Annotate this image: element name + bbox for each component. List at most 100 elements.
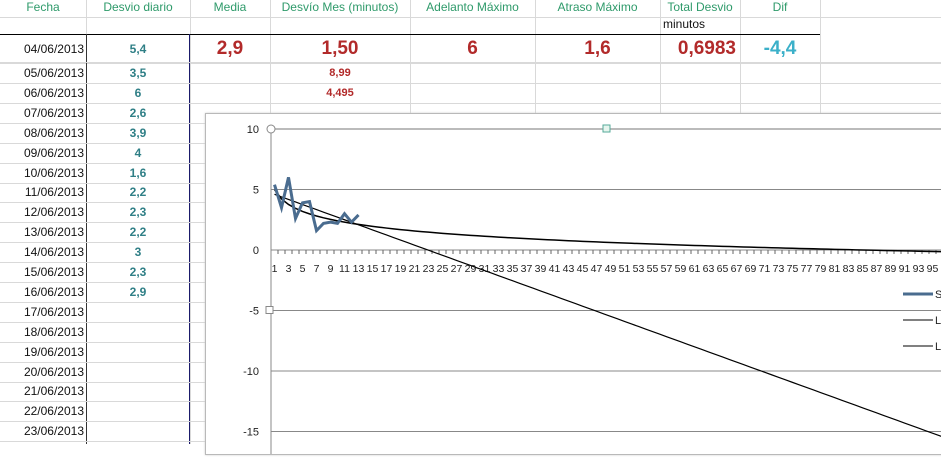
date-cell[interactable]: 17/06/2013 xyxy=(0,302,84,322)
total-value[interactable]: 0,6983 xyxy=(660,36,740,62)
adelanto-value[interactable]: 6 xyxy=(410,36,535,62)
desvio-cell[interactable]: 2,3 xyxy=(86,202,190,222)
desvio-cell[interactable]: 2,6 xyxy=(86,103,190,123)
desvio-cell[interactable]: 4 xyxy=(86,143,190,163)
y-tick-label: -15 xyxy=(243,427,259,439)
x-tick-label: 35 xyxy=(507,263,519,275)
date-cell[interactable]: 18/06/2013 xyxy=(0,322,84,342)
desvio-cell[interactable]: 3,9 xyxy=(86,123,190,143)
desvio-cell[interactable] xyxy=(86,362,190,382)
x-tick-label: 93 xyxy=(913,263,925,275)
header-media[interactable]: Media xyxy=(190,0,270,17)
x-tick-label: 47 xyxy=(591,263,603,275)
desvio-cell[interactable]: 6 xyxy=(86,83,190,103)
header-border xyxy=(0,34,820,35)
x-tick-label: 13 xyxy=(353,263,365,275)
y-tick-label: -5 xyxy=(249,306,259,318)
log-trendline xyxy=(275,190,941,253)
x-tick-label: 85 xyxy=(857,263,869,275)
desvio-mes-value[interactable]: 1,50 xyxy=(270,36,410,62)
x-tick-label: 69 xyxy=(745,263,757,275)
x-tick-label: 95 xyxy=(927,263,939,275)
desvio-cell[interactable] xyxy=(86,322,190,342)
date-cell[interactable]: 16/06/2013 xyxy=(0,282,84,302)
x-tick-label: 21 xyxy=(409,263,421,275)
date-cell[interactable]: 10/06/2013 xyxy=(0,163,84,183)
x-tick-label: 7 xyxy=(314,263,320,275)
x-tick-label: 33 xyxy=(493,263,505,275)
date-cell[interactable]: 07/06/2013 xyxy=(0,103,84,123)
desvio-cell[interactable]: 2,2 xyxy=(86,182,190,202)
desvio-cell[interactable]: 3 xyxy=(86,242,190,262)
x-tick-label: 25 xyxy=(437,263,449,275)
x-tick-label: 75 xyxy=(787,263,799,275)
x-tick-label: 19 xyxy=(395,263,407,275)
legend-label: Li xyxy=(935,315,941,327)
header-atraso[interactable]: Atraso Máximo xyxy=(535,0,660,17)
header-desvio-mes[interactable]: Desvío Mes (minutos) xyxy=(270,0,410,17)
desvio-cell[interactable] xyxy=(86,421,190,441)
header-dif[interactable]: Dif xyxy=(740,0,820,17)
x-tick-label: 71 xyxy=(759,263,771,275)
x-tick-label: 73 xyxy=(773,263,785,275)
x-tick-label: 3 xyxy=(286,263,292,275)
x-tick-label: 15 xyxy=(367,263,379,275)
date-cell[interactable]: 14/06/2013 xyxy=(0,242,84,262)
date-cell[interactable]: 04/06/2013 xyxy=(0,36,84,62)
desvio-mes-value-3[interactable]: 4,495 xyxy=(270,83,410,103)
header-desvio-diario[interactable]: Desvio diario xyxy=(86,0,190,17)
date-cell[interactable]: 19/06/2013 xyxy=(0,342,84,362)
linear-trendline xyxy=(275,194,941,446)
desvio-cell[interactable] xyxy=(86,302,190,322)
desvio-cell[interactable]: 1,6 xyxy=(86,163,190,183)
y-tick-label: 5 xyxy=(253,185,259,197)
atraso-value[interactable]: 1,6 xyxy=(535,36,660,62)
date-cell[interactable]: 22/06/2013 xyxy=(0,401,84,421)
dif-value[interactable]: -4,4 xyxy=(740,36,820,62)
y-tick-label: -10 xyxy=(243,366,259,378)
desvio-cell[interactable]: 2,2 xyxy=(86,222,190,242)
x-tick-label: 11 xyxy=(339,263,350,275)
header-total-sub[interactable]: minutos xyxy=(663,17,743,34)
desvio-cell[interactable]: 5,4 xyxy=(86,36,190,62)
date-cell[interactable]: 12/06/2013 xyxy=(0,202,84,222)
date-cell[interactable]: 21/06/2013 xyxy=(0,381,84,401)
header-adelanto[interactable]: Adelanto Máximo xyxy=(410,0,535,17)
date-cell[interactable]: 09/06/2013 xyxy=(0,143,84,163)
header-total[interactable]: Total Desvio xyxy=(660,0,740,17)
x-tick-label: 39 xyxy=(535,263,547,275)
x-tick-label: 65 xyxy=(717,263,729,275)
date-cell[interactable]: 11/06/2013 xyxy=(0,182,84,202)
desvio-cell[interactable] xyxy=(86,401,190,421)
x-tick-label: 55 xyxy=(647,263,659,275)
header-fecha[interactable]: Fecha xyxy=(0,0,86,17)
x-tick-label: 23 xyxy=(423,263,435,275)
date-cell[interactable]: 06/06/2013 xyxy=(0,83,84,103)
desvio-cell[interactable]: 2,3 xyxy=(86,262,190,282)
date-cell[interactable]: 08/06/2013 xyxy=(0,123,84,143)
desvio-cell[interactable]: 3,5 xyxy=(86,63,190,83)
x-tick-label: 91 xyxy=(899,263,911,275)
x-tick-label: 27 xyxy=(451,263,463,275)
date-cell[interactable]: 05/06/2013 xyxy=(0,63,84,83)
y-tick-label: 10 xyxy=(247,124,259,136)
x-tick-label: 79 xyxy=(815,263,827,275)
x-tick-label: 51 xyxy=(619,263,631,275)
x-tick-label: 83 xyxy=(843,263,855,275)
desvio-mes-value-2[interactable]: 8,99 xyxy=(270,63,410,83)
legend-label: Se xyxy=(935,289,941,301)
x-tick-label: 89 xyxy=(885,263,897,275)
date-cell[interactable]: 15/06/2013 xyxy=(0,262,84,282)
x-tick-label: 59 xyxy=(675,263,687,275)
desvio-cell[interactable]: 2,9 xyxy=(86,282,190,302)
date-cell[interactable]: 20/06/2013 xyxy=(0,362,84,382)
desvio-cell[interactable] xyxy=(86,381,190,401)
date-cell[interactable]: 23/06/2013 xyxy=(0,421,84,441)
x-tick-label: 53 xyxy=(633,263,645,275)
media-value[interactable]: 2,9 xyxy=(190,36,270,62)
x-tick-label: 5 xyxy=(300,263,306,275)
y-tick-label: 0 xyxy=(253,245,259,257)
desvio-cell[interactable] xyxy=(86,342,190,362)
date-cell[interactable]: 13/06/2013 xyxy=(0,222,84,242)
